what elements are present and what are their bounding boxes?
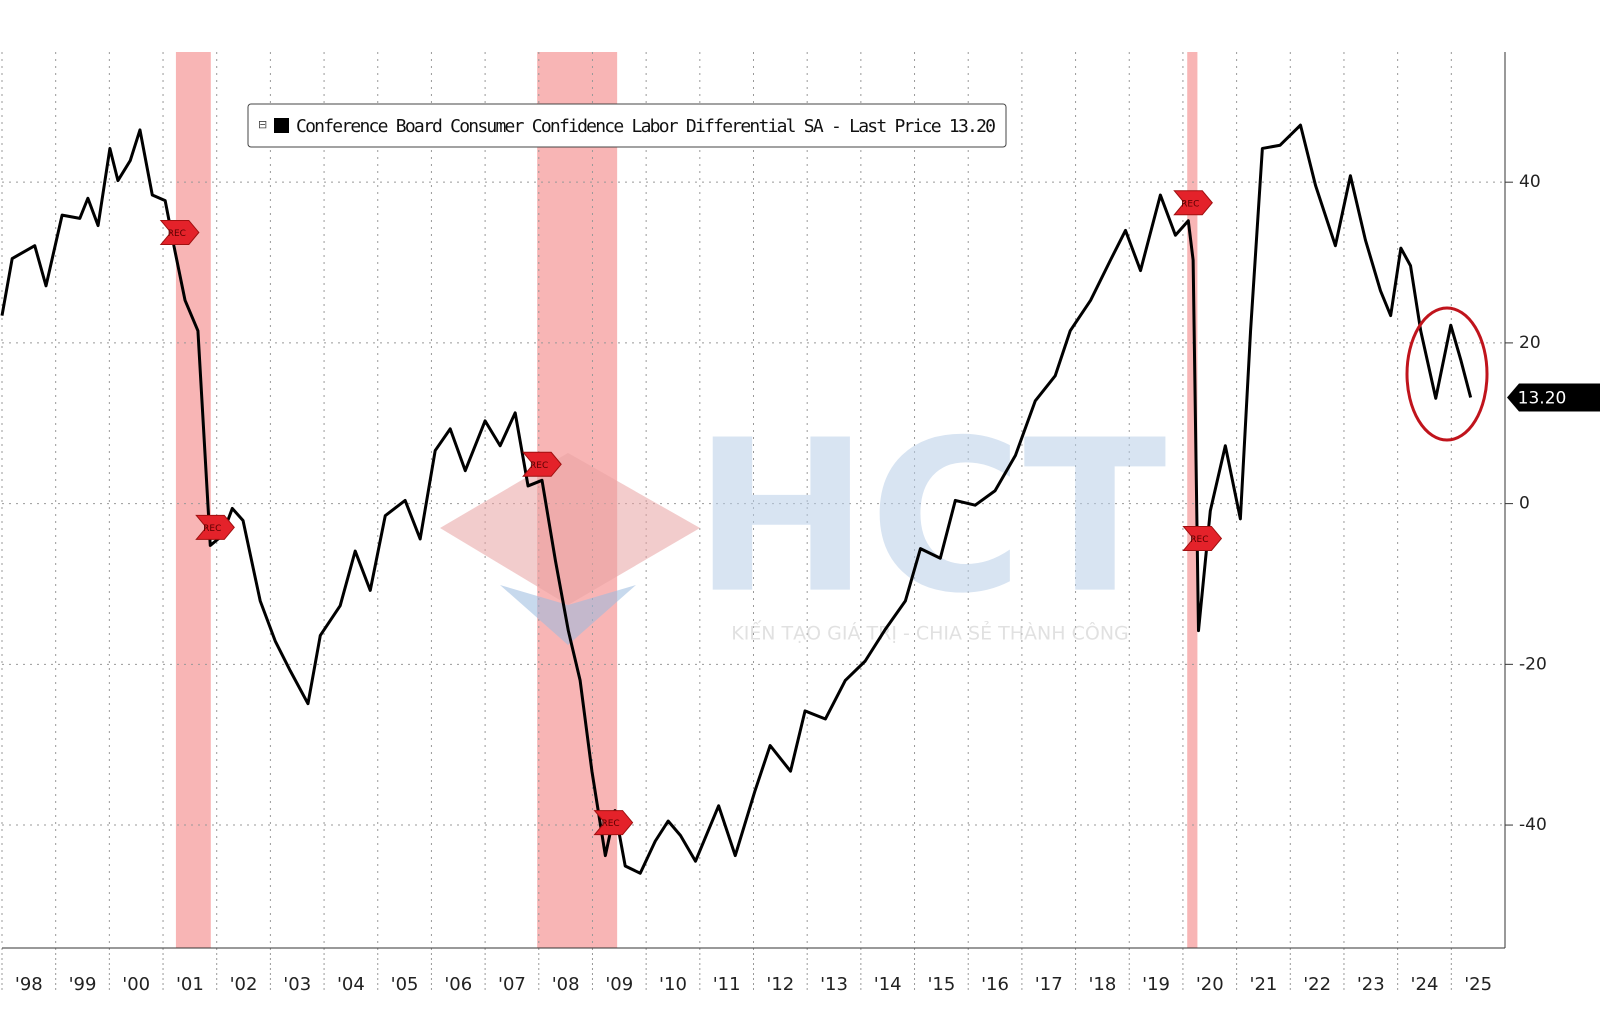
rec-marker-label: REC (203, 524, 221, 534)
legend-box (247, 103, 1007, 148)
series-line (0, 123, 1473, 875)
x-tick-label: '99 (69, 974, 97, 995)
x-tick-label: '07 (498, 974, 526, 995)
x-tick-label: '04 (337, 974, 365, 995)
last-price-label: 13.20 (1518, 389, 1567, 409)
x-tick-label: '06 (444, 974, 472, 995)
x-tick-label: '01 (176, 974, 204, 995)
recession-band (175, 52, 211, 948)
x-tick-label: '98 (15, 974, 43, 995)
x-tick-label: '05 (391, 974, 419, 995)
rec-marker-label: REC (601, 819, 619, 829)
rec-marker (522, 451, 562, 477)
rec-marker-label: REC (1181, 199, 1199, 209)
highlight-circle (1405, 306, 1489, 442)
y-tick-label: -40 (1519, 815, 1547, 835)
rec-marker (1173, 190, 1213, 216)
foreground-layer: '98 '99 '00 '01 '02 '03 '04 '05 '06 '07 '08 '09 '10 '… (0, 52, 1600, 995)
x-tick-label: '16 (981, 974, 1009, 995)
legend-label: Conference Board Consumer Confidence Lab… (296, 116, 996, 137)
x-tick-label: '15 (927, 974, 955, 995)
y-tick-label: 40 (1519, 172, 1541, 192)
x-tick-label: '14 (874, 974, 902, 995)
rec-marker (593, 810, 634, 836)
x-tick-label: '25 (1464, 974, 1492, 995)
x-tick-label: '22 (1303, 974, 1331, 995)
x-tick-label: '13 (820, 974, 848, 995)
legend-toggle: ⊟ (258, 118, 267, 131)
x-tick-label: '10 (659, 974, 687, 995)
x-tick-label: '20 (1196, 974, 1224, 995)
rec-marker (1182, 525, 1223, 551)
last-price-tag (1507, 383, 1600, 412)
x-tick-label: '19 (1142, 974, 1170, 995)
y-tick-label: 0 (1519, 494, 1530, 514)
watermark-diamond (440, 453, 700, 605)
x-tick-label: '02 (230, 974, 258, 995)
y-tick-label: 20 (1519, 333, 1541, 353)
watermark-slogan: KIẾN TẠO GIÁ TRỊ - CHIA SẺ THÀNH CÔNG (731, 620, 1129, 645)
x-tick-label: '23 (1357, 974, 1385, 995)
rec-marker-label: REC (1190, 535, 1208, 545)
watermark: HCT KIẾN TẠO GIÁ TRỊ - CHIA SẺ THÀNH CÔN… (440, 395, 1167, 645)
rec-marker (195, 514, 235, 540)
x-tick-label: '17 (1035, 974, 1063, 995)
rec-marker-label: REC (530, 461, 548, 471)
x-tick-label: '11 (713, 974, 741, 995)
recession-band (1187, 52, 1198, 948)
x-tick-label: '24 (1411, 974, 1439, 995)
x-tick-label: '03 (283, 974, 311, 995)
y-tick-label: -20 (1519, 654, 1547, 674)
x-tick-label: '00 (122, 974, 150, 995)
x-tick-label: '12 (766, 974, 794, 995)
x-tick-label: '21 (1250, 974, 1278, 995)
x-tick-label: '09 (605, 974, 633, 995)
watermark-diamond (500, 585, 636, 645)
x-tick-label: '08 (552, 974, 580, 995)
rec-marker-label: REC (168, 229, 186, 239)
watermark-logo: HCT (693, 395, 1166, 640)
rec-marker (159, 219, 200, 245)
x-tick-label: '18 (1088, 974, 1116, 995)
legend-swatch (274, 118, 289, 133)
